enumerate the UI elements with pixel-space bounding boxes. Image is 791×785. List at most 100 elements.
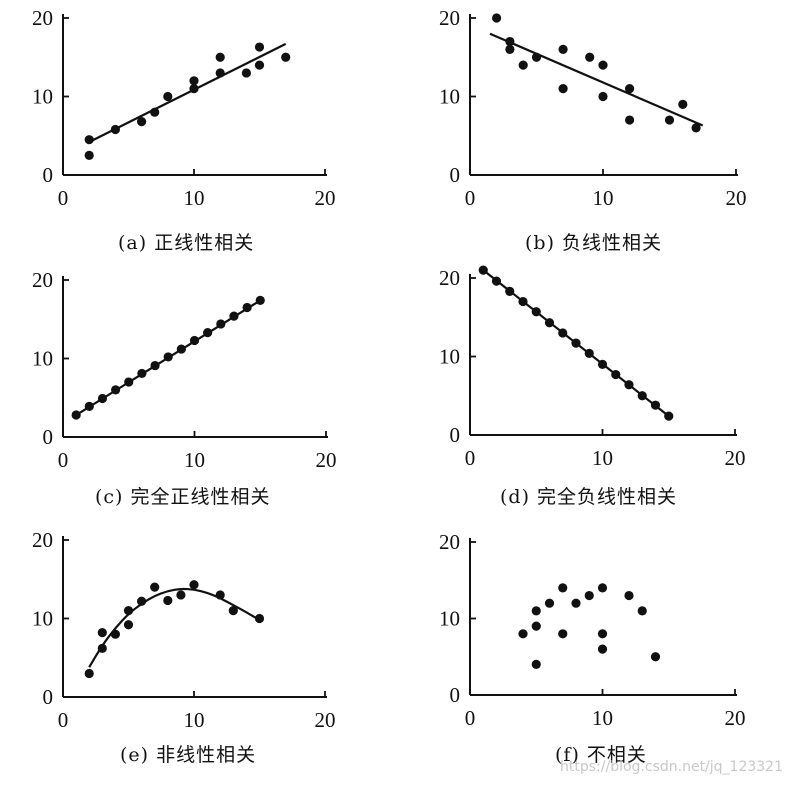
data-point: [558, 583, 568, 593]
data-point: [84, 401, 94, 411]
x-tick-label: 20: [725, 446, 746, 470]
scatter-svg-d: 0 10 20 0 10 20: [439, 265, 746, 470]
data-point: [254, 60, 265, 70]
data-point: [84, 668, 94, 679]
data-point: [111, 385, 121, 395]
data-point: [571, 598, 581, 608]
data-point: [163, 91, 173, 102]
data-point: [650, 652, 661, 662]
data-point: [281, 52, 291, 62]
data-point: [241, 68, 251, 78]
fit-line: [489, 32, 704, 127]
x-tick-label: 0: [465, 186, 476, 210]
scatter-svg-f: 0 10 20 0 10 20: [439, 530, 746, 730]
x-tick-label: 10: [593, 186, 614, 210]
data-point: [137, 596, 147, 606]
x-tick-label: 0: [465, 446, 476, 470]
data-point: [229, 311, 239, 321]
data-point: [84, 150, 94, 160]
data-point: [203, 327, 213, 338]
fit-line: [88, 42, 287, 144]
data-point: [558, 328, 568, 338]
data-point: [598, 60, 608, 70]
data-point: [110, 124, 120, 135]
chart-panel-e: 0 10 20 0 10 20: [0, 522, 360, 772]
data-point: [544, 318, 555, 328]
data-point: [597, 583, 608, 593]
caption-a: (a) 正线性相关: [118, 232, 255, 254]
y-tick-label: 0: [43, 163, 54, 187]
data-point: [216, 319, 226, 329]
data-point: [531, 606, 541, 616]
y-tick-label: 20: [439, 266, 460, 290]
x-tick-label: 10: [184, 448, 205, 472]
data-point: [150, 107, 160, 117]
y-tick-label: 10: [439, 607, 460, 631]
data-point: [624, 380, 634, 390]
data-point: [625, 115, 635, 125]
data-point: [137, 117, 147, 127]
data-point: [254, 613, 265, 624]
scatter-svg-a: 0 10 20 0 10 20: [32, 6, 336, 210]
data-point: [71, 410, 81, 420]
data-point: [124, 377, 134, 387]
scatter-svg-e: 0 10 20 0 10 20: [32, 528, 336, 732]
y-tick-label: 20: [32, 6, 53, 30]
data-point: [492, 13, 502, 23]
data-point: [84, 135, 94, 145]
data-point: [215, 590, 225, 600]
scatter-svg-b: 0 10 20 0 10 20: [439, 6, 747, 210]
y-tick-label: 0: [450, 163, 461, 187]
data-point: [110, 629, 120, 639]
data-point: [531, 52, 542, 62]
y-tick-label: 10: [32, 607, 53, 631]
data-point: [189, 76, 199, 86]
x-tick-label: 20: [315, 186, 336, 210]
data-point: [650, 400, 661, 410]
x-tick-label: 20: [316, 448, 337, 472]
data-point: [491, 276, 502, 286]
caption-b: (b) 负线性相关: [525, 232, 663, 254]
y-tick-label: 0: [450, 683, 461, 707]
data-point: [150, 582, 160, 592]
x-tick-label: 20: [725, 706, 746, 730]
data-point: [571, 338, 581, 348]
data-point: [558, 44, 568, 55]
data-point: [176, 590, 186, 600]
data-point: [189, 84, 199, 94]
data-point: [189, 580, 199, 590]
data-point: [123, 606, 134, 616]
data-point: [597, 629, 608, 639]
fit-curve: [88, 587, 261, 668]
chart-panel-c: 0 10 20 0 10 20: [0, 262, 360, 512]
scatter-svg-c: 0 10 20 0 10 20: [32, 268, 337, 472]
data-point: [254, 42, 265, 52]
data-point: [597, 359, 608, 369]
data-point: [97, 643, 107, 653]
y-tick-label: 20: [439, 530, 460, 554]
data-point: [625, 84, 635, 94]
data-point: [678, 99, 688, 109]
x-tick-label: 0: [58, 186, 69, 210]
x-tick-label: 10: [184, 708, 205, 732]
data-point: [228, 606, 238, 616]
data-point: [584, 590, 594, 601]
x-tick-label: 10: [184, 186, 205, 210]
data-point: [478, 265, 488, 275]
y-tick-label: 0: [43, 685, 54, 709]
data-point: [691, 123, 701, 133]
data-point: [505, 44, 515, 55]
data-point: [176, 344, 186, 354]
data-point: [664, 411, 674, 421]
data-point: [531, 307, 541, 317]
x-tick-label: 20: [726, 186, 747, 210]
data-point: [123, 620, 134, 630]
y-tick-label: 20: [32, 268, 53, 292]
data-point: [163, 595, 173, 606]
data-point: [584, 348, 594, 358]
data-point: [215, 52, 225, 62]
data-point: [505, 286, 515, 296]
data-point: [137, 368, 147, 379]
y-tick-label: 20: [32, 528, 53, 552]
data-point: [611, 369, 621, 380]
